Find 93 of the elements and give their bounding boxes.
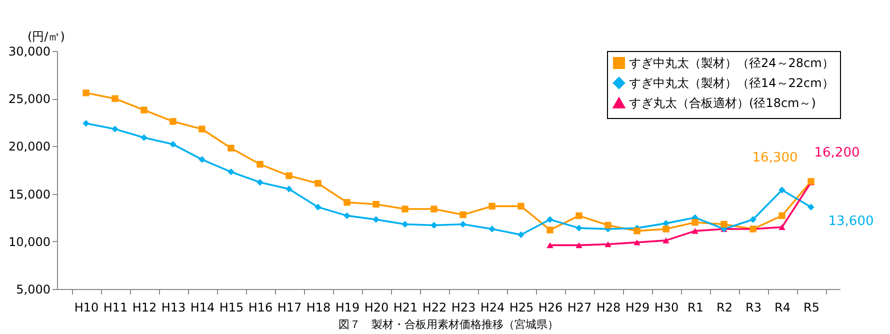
point [604,222,612,229]
point [372,200,380,208]
point [518,231,524,238]
x-tick-label: H23 [451,300,476,314]
x-tick-label: H30 [654,300,679,314]
point [286,172,292,180]
point [750,216,756,223]
point [402,220,408,228]
x-tick-label: H14 [190,300,215,314]
point [430,222,438,229]
x-tick-label: H25 [509,300,534,314]
y-tick-label: 10,000 [8,234,50,249]
x-tick-label: H27 [567,300,592,314]
point [576,224,582,232]
point [692,228,698,234]
point [576,212,582,220]
point [778,224,786,230]
point [488,226,496,232]
point [256,160,264,168]
legend-label: すぎ丸太（合板適材）(径18cm～) [629,96,816,110]
point [314,180,322,187]
y-tick-label: 5,000 [16,282,50,296]
point [808,204,814,210]
x-tick-label: R5 [804,300,820,314]
data-label: 13,600 [828,214,874,230]
point [546,242,554,248]
point [460,220,466,228]
point [228,168,234,176]
x-tick-label: R1 [688,300,704,314]
point [634,239,640,246]
point [662,238,670,244]
x-tick-label: H28 [596,300,621,314]
data-label: 16,300 [752,150,798,166]
legend-label: すぎ中丸太（製材）（径24～28cm） [629,56,834,70]
x-tick-label: H12 [132,300,157,314]
x-tick-label: H10 [74,300,99,314]
x-tick-label: H13 [161,300,186,314]
x-tick-label: H17 [277,300,302,314]
point [140,134,148,141]
x-tick-label: H21 [393,300,418,314]
point [488,202,496,210]
x-tick-label: H11 [103,300,128,314]
x-tick-label: H18 [306,300,331,314]
point [576,242,582,248]
point [662,220,670,227]
x-tick-label: H16 [248,300,273,314]
point [634,228,640,234]
point [372,216,380,223]
point [546,216,554,223]
point [518,202,524,210]
point [692,219,698,226]
legend-label: すぎ中丸太（製材）（径14～22cm） [629,76,834,90]
point [140,106,148,114]
point [604,241,612,248]
point [662,226,670,232]
y-tick-label: 25,000 [8,92,50,106]
point [82,120,90,127]
point [286,186,292,192]
point [546,226,554,234]
y-tick-label: 20,000 [8,140,50,154]
text: 図７ 製材・合板用素材価格推移（宮城県） [338,318,558,331]
point [314,204,322,210]
point [112,95,118,102]
point [344,212,350,220]
x-tick-label: H24 [480,300,505,314]
point [256,179,264,186]
y-axis-title: (円/㎥) [28,30,65,44]
x-tick-label: H29 [625,300,650,314]
x-tick-label: H15 [219,300,244,314]
point [170,118,176,125]
point [170,140,176,148]
point [778,212,786,220]
x-tick-label: H20 [364,300,389,314]
y-tick-label: 15,000 [8,187,50,202]
point [198,126,206,132]
x-tick-label: R2 [716,300,732,314]
y-tick-label: 30,000 [8,44,50,58]
point [198,156,206,163]
point [402,206,408,212]
point [460,211,466,218]
x-tick-label: R3 [746,300,762,314]
x-tick-label: H22 [422,300,447,314]
point [778,186,786,194]
x-tick-label: H19 [335,300,360,314]
point [82,90,90,96]
point [344,199,350,206]
x-tick-label: R4 [774,300,790,314]
data-label: 16,200 [814,145,860,160]
x-tick-label: H26 [538,300,563,314]
point [430,206,438,212]
point [112,126,118,132]
point [720,220,728,228]
point [228,144,234,152]
